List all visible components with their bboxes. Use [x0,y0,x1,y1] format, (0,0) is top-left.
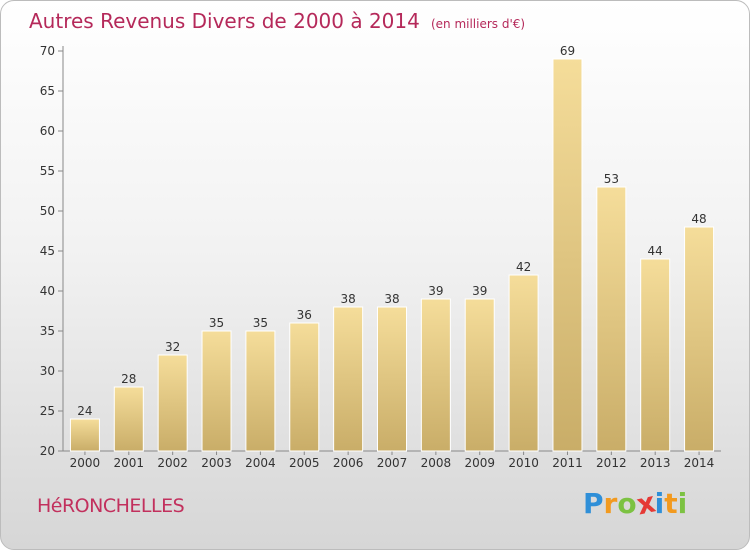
data-label-2008: 39 [428,284,443,298]
bar-2005 [289,322,320,452]
data-label-2004: 35 [253,316,268,330]
chart-title: Autres Revenus Divers de 2000 à 2014 [29,9,420,33]
bar-2009 [464,298,495,452]
y-tick-label: 30 [40,364,55,378]
x-tick-label: 2011 [552,456,583,470]
data-labels: 24 28 32 35 35 36 38 38 39 39 42 69 53 44 48 [77,44,706,418]
logo-letter: o [617,487,637,520]
y-tick-label: 55 [40,164,55,178]
y-tick-label: 35 [40,324,55,338]
proxiti-logo: Proxiti [583,485,688,521]
bar-2001 [113,386,144,452]
y-tick-label: 60 [40,124,55,138]
x-tick-label: 2013 [640,456,671,470]
x-tick-label: 2010 [508,456,539,470]
y-tick-label: 20 [40,444,55,458]
y-tick-label: 40 [40,284,55,298]
x-tick-label: 2012 [596,456,627,470]
x-tick-label: 2004 [245,456,276,470]
bar-2014 [684,226,715,452]
x-tick-label: 2001 [114,456,145,470]
x-tick-label: 2009 [464,456,495,470]
chart-header: Autres Revenus Divers de 2000 à 2014 (en… [29,9,525,33]
x-tick-label: 2008 [421,456,452,470]
bar-2002 [157,354,188,452]
commune-name: HéRONCHELLES [37,495,185,517]
chart-subtitle: (en milliers d'€) [430,17,526,31]
data-label-2005: 36 [297,308,312,322]
bar-2003 [201,330,232,452]
y-tick-label: 65 [40,84,55,98]
data-label-2001: 28 [121,372,136,386]
bars [69,58,715,452]
x-tick-label: 2006 [333,456,364,470]
bar-2006 [333,306,364,452]
data-label-2003: 35 [209,316,224,330]
x-tick-label: 2003 [201,456,232,470]
logo-letter: t [664,487,678,520]
x-tick-label: 2002 [157,456,188,470]
data-label-2002: 32 [165,340,180,354]
x-tick-label: 2007 [377,456,408,470]
bar-2013 [640,258,671,452]
data-label-2013: 44 [648,244,663,258]
bar-2008 [420,298,451,452]
bar-2007 [377,306,407,452]
logo-letter: P [583,487,604,520]
data-label-2006: 38 [340,292,355,306]
data-label-2010: 42 [516,260,531,274]
bar-2004 [245,330,276,452]
logo-letter: r [603,487,618,520]
y-tick-label: 50 [40,204,55,218]
data-label-2012: 53 [604,172,619,186]
x-tick-label: 2000 [70,456,101,470]
x-tick-label: 2005 [289,456,320,470]
bar-2011 [552,58,583,452]
logo-letter: i [654,487,665,520]
bar-2010 [508,274,539,452]
data-label-2007: 38 [384,292,399,306]
y-tick-label: 70 [40,44,55,58]
data-label-2009: 39 [472,284,487,298]
data-label-2014: 48 [691,212,706,226]
y-tick-label: 45 [40,244,55,258]
bar-2012 [596,186,627,452]
axes: 20 25 30 35 40 45 50 55 60 65 70 2000 2001 2002 2003 20… [40,44,721,470]
logo-letter: i [677,487,688,520]
x-tick-label: 2014 [684,456,715,470]
data-label-2000: 24 [77,404,92,418]
bar-2000 [69,418,100,452]
data-label-2011: 69 [560,44,575,58]
y-tick-label: 25 [40,404,55,418]
